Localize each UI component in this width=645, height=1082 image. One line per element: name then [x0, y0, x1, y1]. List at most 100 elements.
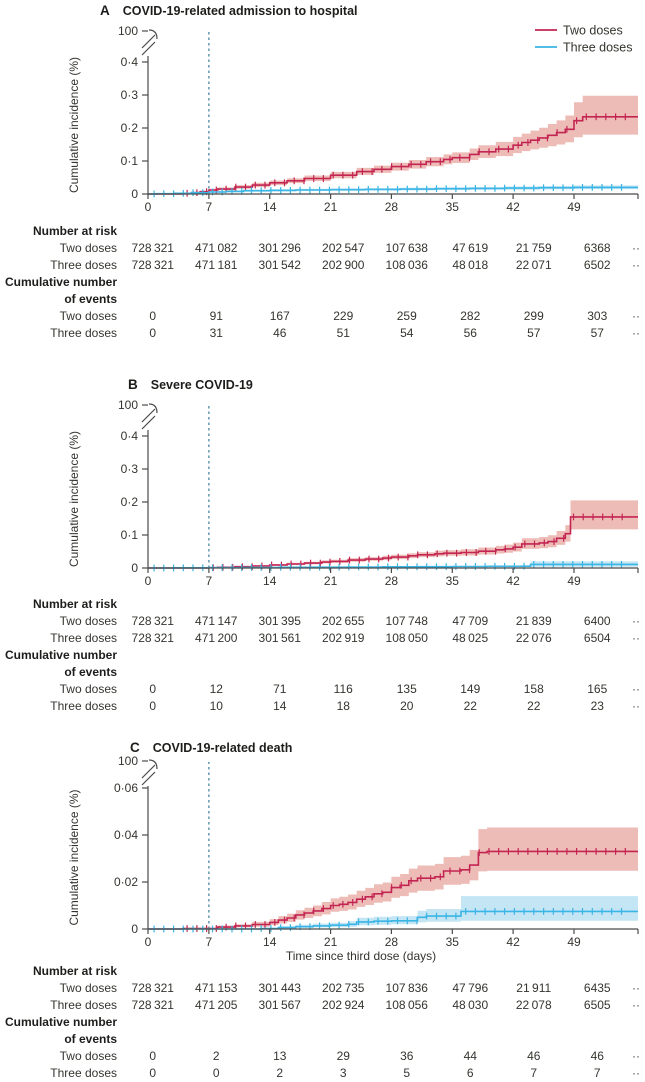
row-label: Three doses	[50, 1065, 117, 1080]
value-cell: 107 638	[385, 240, 428, 255]
x-tick-label: 42	[506, 574, 520, 588]
value-cell: 20	[400, 698, 414, 713]
axis-break-icon	[141, 764, 156, 779]
x-tick-label: 7	[206, 574, 213, 588]
x-tick-label: 14	[263, 574, 277, 588]
value-cell: 54	[400, 325, 414, 340]
value-cell: 21 839	[515, 613, 552, 628]
row-label: Two doses	[59, 1048, 117, 1063]
value-cell: 135	[396, 681, 417, 696]
dots-cell: ··	[632, 630, 640, 645]
row-label: Three doses	[50, 630, 117, 645]
value-cell: 158	[523, 681, 544, 696]
value-cell: 47 619	[452, 240, 489, 255]
row-label: Two doses	[59, 613, 117, 628]
row-label: Two doses	[59, 681, 117, 696]
value-cell: 0	[149, 681, 157, 696]
panel-title-text: Severe COVID-19	[150, 378, 253, 392]
value-cell: 48 018	[452, 257, 489, 272]
y-tick-label: 0·2	[121, 121, 139, 135]
dots-cell: ··	[632, 980, 640, 995]
y-tick-label: 0·3	[121, 462, 139, 476]
axis-labels: 100 0 0·02 0·04 0·06 0 7 14 21 28 35 42 49 Cumulative…	[67, 754, 581, 963]
value-cell: 202 547	[322, 240, 365, 255]
row-label: Three doses	[50, 997, 117, 1012]
value-cell: 6502	[583, 257, 611, 272]
x-tick-label: 21	[324, 200, 338, 214]
panel-letter: A	[100, 3, 110, 18]
two-doses-confidence-band	[148, 827, 638, 929]
axis-break-icon	[141, 408, 156, 423]
value-cell: 202 924	[322, 997, 365, 1012]
table-row: Three doses 728 321 471 205 301 567 202 924 1…	[0, 996, 645, 1013]
x-tick-label: 7	[206, 200, 213, 214]
row-label: Three doses	[50, 325, 117, 340]
value-cell: 14	[273, 698, 287, 713]
value-cell: 107 748	[385, 613, 428, 628]
table-row: Two doses 728 321 471 082 301 296 202 547 107…	[0, 239, 645, 256]
axis-labels: 100 0 0·1 0·2 0·3 0·4 0 7 14 21 28 35 42 49 Cumulative…	[67, 398, 581, 588]
row-label: Two doses	[59, 308, 117, 323]
row-label: Three doses	[50, 698, 117, 713]
x-tick-label: 35	[446, 574, 460, 588]
value-cell: 0	[149, 308, 157, 323]
value-cell: 6504	[583, 630, 611, 645]
value-cell: 57	[590, 325, 604, 340]
value-cell: 23	[590, 698, 604, 713]
y-tick-label: 0	[131, 187, 138, 201]
row-label: Cumulative number	[4, 274, 117, 289]
value-cell: 36	[400, 1048, 414, 1063]
value-cell: 46	[273, 325, 287, 340]
row-label: Two doses	[59, 980, 117, 995]
two-doses-confidence-band	[148, 500, 638, 568]
y-tick-label: 0·04	[114, 828, 138, 842]
panel-title: C COVID-19-related death	[130, 739, 292, 757]
table-row: Three doses 728 321 471 181 301 542 202 900 1…	[0, 256, 645, 273]
two-doses-confidence-band	[148, 95, 638, 194]
value-cell: 6	[466, 1065, 474, 1080]
value-cell: 282	[460, 308, 481, 323]
x-tick-label: 21	[324, 935, 338, 949]
row-label: Number at risk	[32, 596, 117, 611]
x-tick-label: 14	[263, 935, 277, 949]
y-tick-label: 0·1	[121, 528, 139, 542]
axis-break-icon	[141, 771, 156, 786]
value-cell: 51	[336, 325, 350, 340]
row-label: of events	[64, 1031, 117, 1046]
value-cell: 303	[587, 308, 608, 323]
value-cell: 108 050	[385, 630, 428, 645]
axes	[141, 29, 639, 199]
value-cell: 301 561	[258, 630, 301, 645]
value-cell: 301 395	[258, 613, 301, 628]
row-label: Three doses	[50, 257, 117, 272]
dots-cell: ··	[632, 997, 640, 1012]
panel-title-text: COVID-19-related death	[152, 741, 293, 755]
row-label: of events	[64, 291, 117, 306]
x-tick-label: 35	[446, 935, 460, 949]
y-tick-label: 0	[131, 561, 138, 575]
two-doses-legend-label: Two doses	[563, 24, 623, 38]
x-tick-label: 21	[324, 574, 338, 588]
value-cell: 167	[269, 308, 290, 323]
value-cell: 21 911	[516, 980, 552, 995]
value-cell: 2	[212, 1048, 220, 1063]
value-cell: 6368	[583, 240, 611, 255]
km-chart-hospital-admission: 100 0 0·1 0·2 0·3 0·4 0 7 14 21 28 35 42 49 Cumulative…	[67, 24, 639, 214]
table-header-row: of events	[0, 1030, 645, 1047]
y-tick-label: 0·4	[121, 429, 139, 443]
table-row: Two doses 728 321 471 147 301 395 202 655 107…	[0, 612, 645, 629]
value-cell: 22	[527, 698, 541, 713]
value-cell: 7	[530, 1065, 538, 1080]
table-header-row: Number at risk	[0, 222, 645, 239]
panel-title-text: COVID-19-related admission to hospital	[122, 4, 358, 18]
value-cell: 6400	[583, 613, 611, 628]
value-cell: 728 321	[131, 613, 174, 628]
axes	[141, 759, 639, 934]
value-cell: 91	[209, 308, 223, 323]
table-header-row: Cumulative number	[0, 646, 645, 663]
value-cell: 471 153	[195, 980, 238, 995]
y-axis-title: Cumulative incidence (%)	[67, 789, 81, 925]
y-tick-label: 0·4	[121, 55, 139, 69]
value-cell: 29	[336, 1048, 350, 1063]
value-cell: 22	[463, 698, 477, 713]
